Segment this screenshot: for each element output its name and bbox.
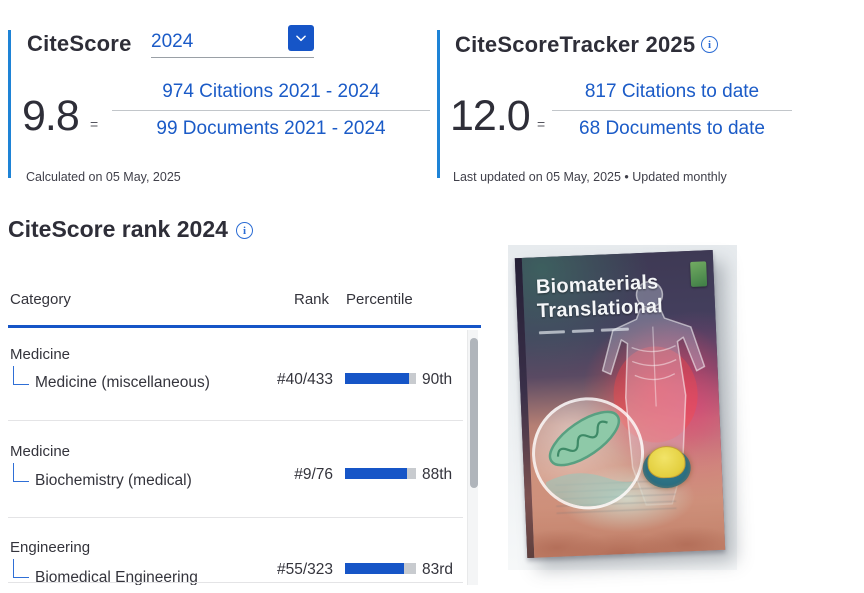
panel-accent-border [437,30,440,178]
chevron-down-icon [296,35,306,42]
info-icon[interactable]: i [236,222,253,239]
tracker-value: 12.0 [450,92,531,140]
rank-section-title: CiteScore rank 2024 [8,216,228,242]
tracker-fraction: 817 Citations to date 68 Documents to da… [552,81,792,140]
column-header-percentile: Percentile [346,291,413,308]
tracker-title: CiteScoreTracker 2025 [455,32,696,57]
documents-link[interactable]: 68 Documents to date [579,118,765,139]
subcategory-link[interactable]: Biomedical Engineering [35,569,198,585]
cell-bubble-illustration [529,395,647,512]
publisher-logo [690,261,708,287]
year-dropdown-button[interactable] [288,25,314,51]
citations-link[interactable]: 817 Citations to date [584,81,760,102]
citescore-title: CiteScore [27,31,132,56]
citescoretracker-panel: CiteScoreTracker 2025 i 12.0 = 817 Citat… [437,28,857,188]
subcategory-link[interactable]: Biochemistry (medical) [35,472,192,489]
documents-link[interactable]: 99 Documents 2021 - 2024 [156,118,386,139]
percentile-bar [345,373,416,384]
equals-sign: = [537,116,546,132]
subcategory-link[interactable]: Medicine (miscellaneous) [35,374,210,391]
year-select-underline [151,57,314,58]
citescore-footnote: Calculated on 05 May, 2025 [26,170,181,184]
journal-cover-image: Biomaterials Translational [508,245,737,570]
rank-value: #55/323 [276,561,333,578]
rank-value: #9/76 [294,466,333,483]
citations-link[interactable]: 974 Citations 2021 - 2024 [162,81,380,102]
citescore-fraction: 974 Citations 2021 - 2024 99 Documents 2… [112,81,430,140]
parent-category: Medicine [10,443,71,460]
tracker-footnote: Last updated on 05 May, 2025 • Updated m… [453,170,727,184]
scrollbar-thumb[interactable] [469,338,478,488]
percentile-bar-fill [345,563,404,574]
row-divider [8,582,463,583]
table-header-rule [8,325,481,328]
row-divider [8,420,463,421]
parent-category: Engineering [10,539,91,556]
tree-branch-icon [13,366,29,385]
percentile-bar [345,468,416,479]
tree-branch-icon [13,559,29,578]
rank-value: #40/433 [276,371,333,388]
info-icon[interactable]: i [701,36,718,53]
citescore-value: 9.8 [22,92,80,140]
percentile-value: 90th [422,371,453,388]
column-header-rank: Rank [294,291,330,308]
citescore-panel: CiteScore 2024 9.8 = 974 Citations 2021 … [8,25,432,188]
mitochondrion-illustration [543,410,638,509]
percentile-value: 88th [422,466,453,483]
percentile-value: 83rd [422,561,454,578]
rank-table: Medicine Medicine (miscellaneous) #40/43… [8,328,481,585]
table-scrollbar[interactable] [467,330,478,585]
book-front: Biomaterials Translational [521,249,726,558]
row-divider [8,517,463,518]
equals-sign: = [90,116,99,132]
citescore-year-select[interactable]: 2024 [143,25,314,59]
percentile-bar-fill [345,468,408,479]
vesicle-dome-illustration [646,445,687,479]
fraction-divider [112,110,430,111]
parent-category: Medicine [10,346,71,363]
citescore-year-value[interactable]: 2024 [151,31,194,52]
meta-text-blur [538,330,565,335]
journal-title: Biomaterials Translational [536,270,664,323]
tree-branch-icon [13,463,29,482]
percentile-bar-fill [345,373,409,384]
column-header-category: Category [10,291,71,308]
percentile-bar [345,563,416,574]
fraction-divider [552,110,792,111]
panel-accent-border [8,30,11,178]
journal-cover-book: Biomaterials Translational [514,249,726,559]
